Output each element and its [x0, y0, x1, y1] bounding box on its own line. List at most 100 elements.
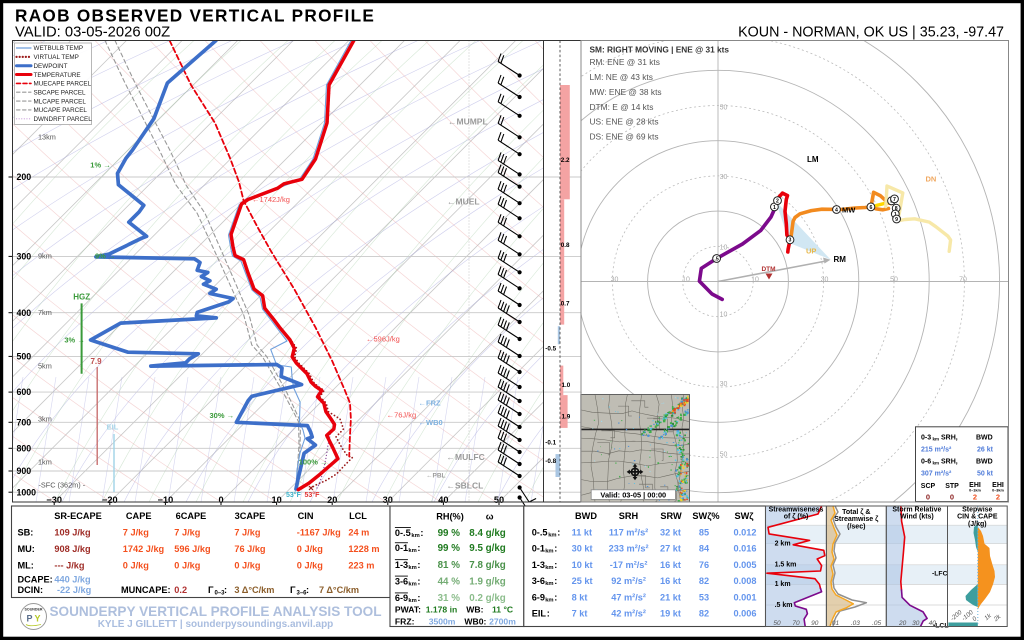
- svg-text::: :: [224, 585, 227, 595]
- svg-text:9km: 9km: [38, 252, 52, 261]
- svg-text:Stepwise: Stepwise: [962, 507, 992, 514]
- svg-text:300: 300: [17, 252, 32, 262]
- svg-text:90: 90: [811, 620, 819, 627]
- svg-text:30 kt: 30 kt: [572, 544, 593, 554]
- svg-text:KOUN - NORMAN, OK US | 35.23,: KOUN - NORMAN, OK US | 35.23, -97.47: [738, 25, 1004, 41]
- svg-text:26 kt: 26 kt: [977, 447, 994, 454]
- svg-text:2: 2: [973, 493, 977, 502]
- svg-text:BWD: BWD: [976, 459, 993, 466]
- svg-text:0–3km: 0–3km: [992, 489, 1004, 493]
- svg-text:1742 J/kg: 1742 J/kg: [123, 544, 164, 554]
- svg-text:.05: .05: [872, 620, 881, 627]
- svg-text:DTM: E @ 14 kts: DTM: E @ 14 kts: [590, 102, 654, 112]
- svg-text:3: 3: [789, 238, 792, 244]
- svg-text:50: 50: [890, 276, 898, 283]
- svg-text:RAOB OBSERVED VERTICAL PROFILE: RAOB OBSERVED VERTICAL PROFILE: [15, 6, 375, 26]
- svg-text::: :: [306, 585, 309, 595]
- svg-text:44 %: 44 %: [438, 576, 461, 587]
- svg-text:of ζ (%): of ζ (%): [784, 514, 809, 521]
- svg-text:50: 50: [720, 452, 728, 459]
- svg-text:km: km: [933, 461, 940, 466]
- svg-text:7 J/kg: 7 J/kg: [123, 527, 149, 537]
- svg-text:km: km: [408, 565, 416, 571]
- svg-text:0: 0: [971, 615, 979, 623]
- svg-text:0.006: 0.006: [734, 609, 757, 619]
- svg-text:1.9 g/kg: 1.9 g/kg: [469, 576, 505, 587]
- svg-text:32 kt: 32 kt: [660, 527, 681, 537]
- svg-text:CAPE: CAPE: [126, 511, 152, 521]
- svg-text:SRH,: SRH,: [941, 459, 958, 466]
- svg-text:Γ: Γ: [208, 585, 214, 595]
- svg-text:MUNCAPE:: MUNCAPE:: [121, 585, 171, 595]
- svg-text:19 kt: 19 kt: [660, 609, 681, 619]
- svg-text:SOUNDERPY VERTICAL PROFILE ANA: SOUNDERPY VERTICAL PROFILE ANALYSIS TOOL: [49, 604, 381, 619]
- svg-text:109 J/kg: 109 J/kg: [54, 527, 90, 537]
- svg-text:0: 0: [926, 493, 930, 502]
- svg-text:MU:: MU:: [18, 544, 35, 554]
- svg-text:EIL: EIL: [107, 423, 119, 432]
- svg-text:←1742J/kg: ←1742J/kg: [252, 195, 290, 204]
- svg-text:100% →: 100% →: [299, 458, 328, 467]
- svg-text:25 kt: 25 kt: [572, 576, 593, 586]
- svg-text:0-1: 0-1: [395, 543, 408, 553]
- svg-text:47 m²/s²: 47 m²/s²: [611, 592, 646, 602]
- svg-text:10: 10: [720, 245, 728, 252]
- svg-text:7.9: 7.9: [90, 357, 102, 366]
- svg-text:2700m: 2700m: [489, 616, 516, 626]
- svg-text:30: 30: [720, 174, 728, 181]
- svg-text:30: 30: [720, 381, 728, 388]
- svg-text:53°F: 53°F: [286, 491, 302, 499]
- svg-text:10 kt: 10 kt: [572, 560, 593, 570]
- svg-text:0.001: 0.001: [734, 592, 757, 602]
- svg-text:82: 82: [699, 609, 709, 619]
- svg-text:DCIN:: DCIN:: [18, 585, 44, 595]
- svg-text:Y: Y: [34, 614, 40, 624]
- svg-text:50: 50: [494, 495, 504, 505]
- svg-text:SWζ: SWζ: [734, 511, 754, 521]
- svg-text:−20: −20: [102, 495, 118, 505]
- svg-text:DWNDRFT PARCEL: DWNDRFT PARCEL: [34, 116, 93, 123]
- svg-text:50 kt: 50 kt: [977, 471, 994, 478]
- svg-text:ω: ω: [486, 512, 494, 522]
- svg-text:10: 10: [682, 276, 690, 283]
- svg-text:2: 2: [776, 199, 779, 205]
- svg-text:9% →: 9% →: [95, 252, 115, 261]
- svg-text:MUCAPE PARCEL: MUCAPE PARCEL: [34, 107, 88, 114]
- svg-text:800: 800: [17, 443, 32, 453]
- svg-text:DTM: DTM: [761, 266, 775, 273]
- svg-text:km: km: [545, 549, 553, 555]
- svg-text:200: 200: [17, 172, 32, 182]
- svg-text:FRZ:: FRZ:: [395, 616, 415, 626]
- svg-text:-0.1: -0.1: [545, 440, 556, 447]
- svg-text:40: 40: [929, 620, 937, 627]
- svg-text:.03: .03: [851, 620, 860, 627]
- svg-text:117 m²/s²: 117 m²/s²: [609, 527, 648, 537]
- svg-text:21 kt: 21 kt: [660, 592, 681, 602]
- svg-text:400: 400: [17, 308, 32, 318]
- svg-text:.01: .01: [830, 620, 839, 627]
- svg-text:596 J/kg: 596 J/kg: [174, 544, 210, 554]
- svg-text:SRH: SRH: [619, 511, 639, 521]
- svg-text:LCL: LCL: [349, 511, 367, 521]
- svg-text:SBCAPE PARCEL: SBCAPE PARCEL: [34, 90, 87, 97]
- svg-text:30: 30: [821, 276, 829, 283]
- svg-text:-17 m²/s²: -17 m²/s²: [610, 560, 648, 570]
- svg-text:7 J/kg: 7 J/kg: [174, 527, 200, 537]
- svg-text:1.9: 1.9: [562, 414, 571, 421]
- svg-text:5km: 5km: [38, 362, 52, 371]
- svg-text:RM: RM: [834, 255, 847, 264]
- svg-text:BWD: BWD: [575, 511, 597, 521]
- svg-text:km: km: [411, 533, 419, 539]
- svg-text:EIL: EIL: [532, 609, 547, 619]
- svg-text:−30: −30: [46, 495, 62, 505]
- svg-text:1-3: 1-3: [395, 560, 408, 570]
- svg-text:20: 20: [898, 620, 907, 627]
- svg-text::: :: [554, 576, 557, 586]
- svg-text:233 m²/s²: 233 m²/s²: [609, 544, 649, 554]
- svg-text:-SFC (362m) -: -SFC (362m) -: [39, 480, 86, 489]
- svg-text:-22 J/kg: -22 J/kg: [57, 585, 91, 595]
- svg-text:km: km: [408, 598, 416, 604]
- svg-text:2 km: 2 km: [775, 541, 791, 548]
- svg-text:←WB0: ←WB0: [419, 418, 443, 427]
- svg-text:30: 30: [611, 276, 619, 283]
